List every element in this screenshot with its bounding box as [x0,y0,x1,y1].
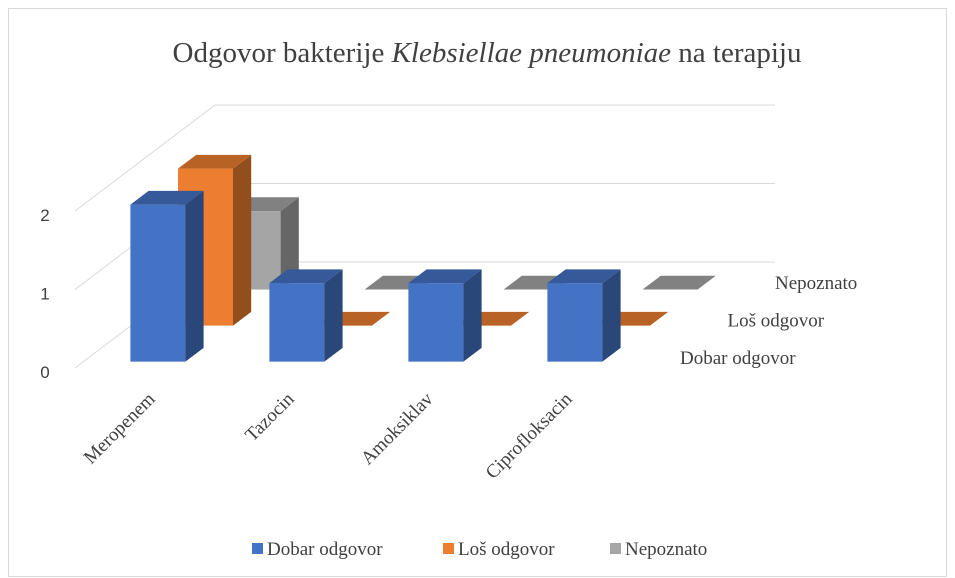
bar-top [269,269,343,284]
bar-side [185,190,204,362]
y-tick-label: 0 [40,363,49,382]
title-part: Klebsiellae pneumoniae [391,37,672,69]
bar-front [547,283,603,362]
depth-label: Loš odgovor [728,311,825,332]
bar-front [130,204,186,362]
legend-swatch [443,543,454,554]
bar-side [324,269,343,362]
bar-front [408,283,464,362]
bar-top [408,269,482,284]
depth-label: Dobar odgovor [680,348,796,369]
bar-side [233,154,252,326]
legend-label: Dobar odgovor [267,539,383,560]
legend-swatch [610,543,621,554]
bar-side [602,269,621,362]
grid-line [74,104,216,212]
legend-swatch [252,543,263,554]
bar-top [178,154,252,169]
title-part: na terapiju [678,37,801,69]
bar-top [547,269,621,284]
y-tick-label: 1 [40,285,49,304]
legend-label: Nepoznato [625,539,707,560]
depth-label: Nepoznato [775,273,857,294]
bar-side [463,269,482,362]
bar-top [642,275,716,290]
legend-label: Loš odgovor [458,539,555,560]
y-tick-label: 2 [40,206,49,225]
bar-top [130,190,204,205]
bar-side [280,197,299,290]
title-part: Odgovor bakterije [173,37,385,69]
bar-front [269,283,325,362]
chart-title: Odgovor bakterije Klebsiellae pneumoniae… [173,37,802,69]
